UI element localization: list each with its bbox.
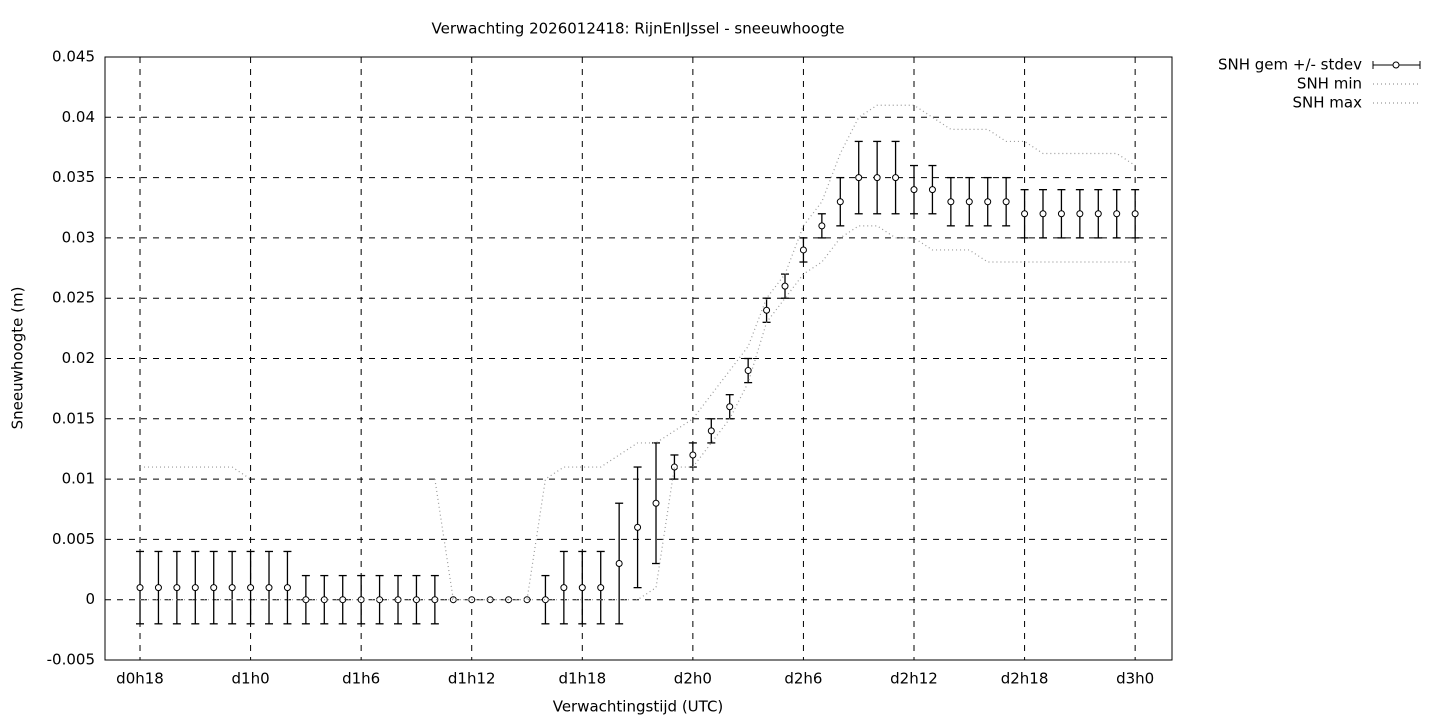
data-point [486, 596, 494, 604]
data-point [836, 198, 844, 206]
x-tick-label: d2h6 [784, 670, 822, 688]
x-tick-label: d2h18 [1001, 670, 1049, 688]
data-point [799, 246, 807, 254]
y-tick-label: 0.035 [52, 168, 95, 186]
data-point [228, 584, 236, 592]
data-point [173, 584, 181, 592]
data-point [283, 584, 291, 592]
data-point [1057, 210, 1065, 218]
chart-title: Verwachting 2026012418: RijnEnIJssel - s… [432, 20, 845, 38]
data-point [560, 584, 568, 592]
x-tick-label: d0h18 [116, 670, 164, 688]
x-tick-label: d3h0 [1116, 670, 1154, 688]
data-point [818, 222, 826, 230]
data-point [394, 596, 402, 604]
data-point [726, 403, 734, 411]
line-series [140, 104, 1136, 601]
data-point [910, 186, 918, 194]
data-point [652, 499, 660, 507]
data-point [873, 174, 881, 182]
data-point [431, 596, 439, 604]
legend-sample [1392, 61, 1400, 69]
y-tick-label: 0.03 [62, 228, 95, 246]
data-point [928, 186, 936, 194]
data-point [210, 584, 218, 592]
data-point [763, 306, 771, 314]
legend-label: SNH min [1297, 75, 1362, 93]
data-point [1131, 210, 1139, 218]
data-point [947, 198, 955, 206]
data-point [965, 198, 973, 206]
data-point [1021, 210, 1029, 218]
y-tick-label: 0.02 [62, 349, 95, 367]
y-tick-label: -0.005 [47, 651, 95, 669]
data-point [1039, 210, 1047, 218]
data-point [1094, 210, 1102, 218]
y-tick-label: 0.015 [52, 409, 95, 427]
data-point [154, 584, 162, 592]
data-point [265, 584, 273, 592]
x-axis-label: Verwachtingstijd (UTC) [553, 698, 724, 716]
data-point [339, 596, 347, 604]
data-point [1002, 198, 1010, 206]
data-point [1113, 210, 1121, 218]
y-tick-label: 0.025 [52, 289, 95, 307]
y-tick-label: 0.005 [52, 530, 95, 548]
data-point [781, 282, 789, 290]
x-tick-label: d1h12 [448, 670, 496, 688]
x-tick-label: d1h6 [342, 670, 380, 688]
data-point [615, 560, 623, 568]
legend-label: SNH max [1293, 94, 1363, 112]
y-tick-label: 0.01 [62, 470, 95, 488]
data-point [984, 198, 992, 206]
data-point [855, 174, 863, 182]
data-point [707, 427, 715, 435]
data-point [670, 463, 678, 471]
data-point [302, 596, 310, 604]
x-tick-label: d1h18 [558, 670, 606, 688]
data-point [247, 584, 255, 592]
x-tick-label: d1h0 [232, 670, 270, 688]
data-point [744, 367, 752, 375]
data-point [136, 584, 144, 592]
data-point [689, 451, 697, 459]
y-axis-label: Sneeuwhoogte (m) [9, 287, 27, 430]
data-point [376, 596, 384, 604]
x-tick-label: d2h12 [890, 670, 938, 688]
data-point [634, 523, 642, 531]
x-tick-label: d2h0 [674, 670, 712, 688]
data-point [578, 584, 586, 592]
y-tick-label: 0.045 [52, 48, 95, 66]
data-point [597, 584, 605, 592]
y-tick-label: 0 [85, 590, 95, 608]
y-tick-label: 0.04 [62, 108, 95, 126]
data-point [357, 596, 365, 604]
data-point [892, 174, 900, 182]
data-point [191, 584, 199, 592]
plot-border [104, 56, 1173, 661]
legend-label: SNH gem +/- stdev [1218, 56, 1362, 74]
data-point [541, 596, 549, 604]
data-point [1076, 210, 1084, 218]
